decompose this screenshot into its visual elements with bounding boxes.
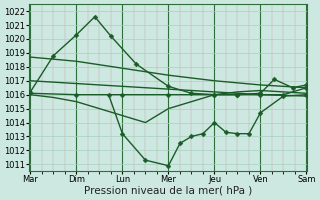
X-axis label: Pression niveau de la mer( hPa ): Pression niveau de la mer( hPa ) [84, 186, 252, 196]
